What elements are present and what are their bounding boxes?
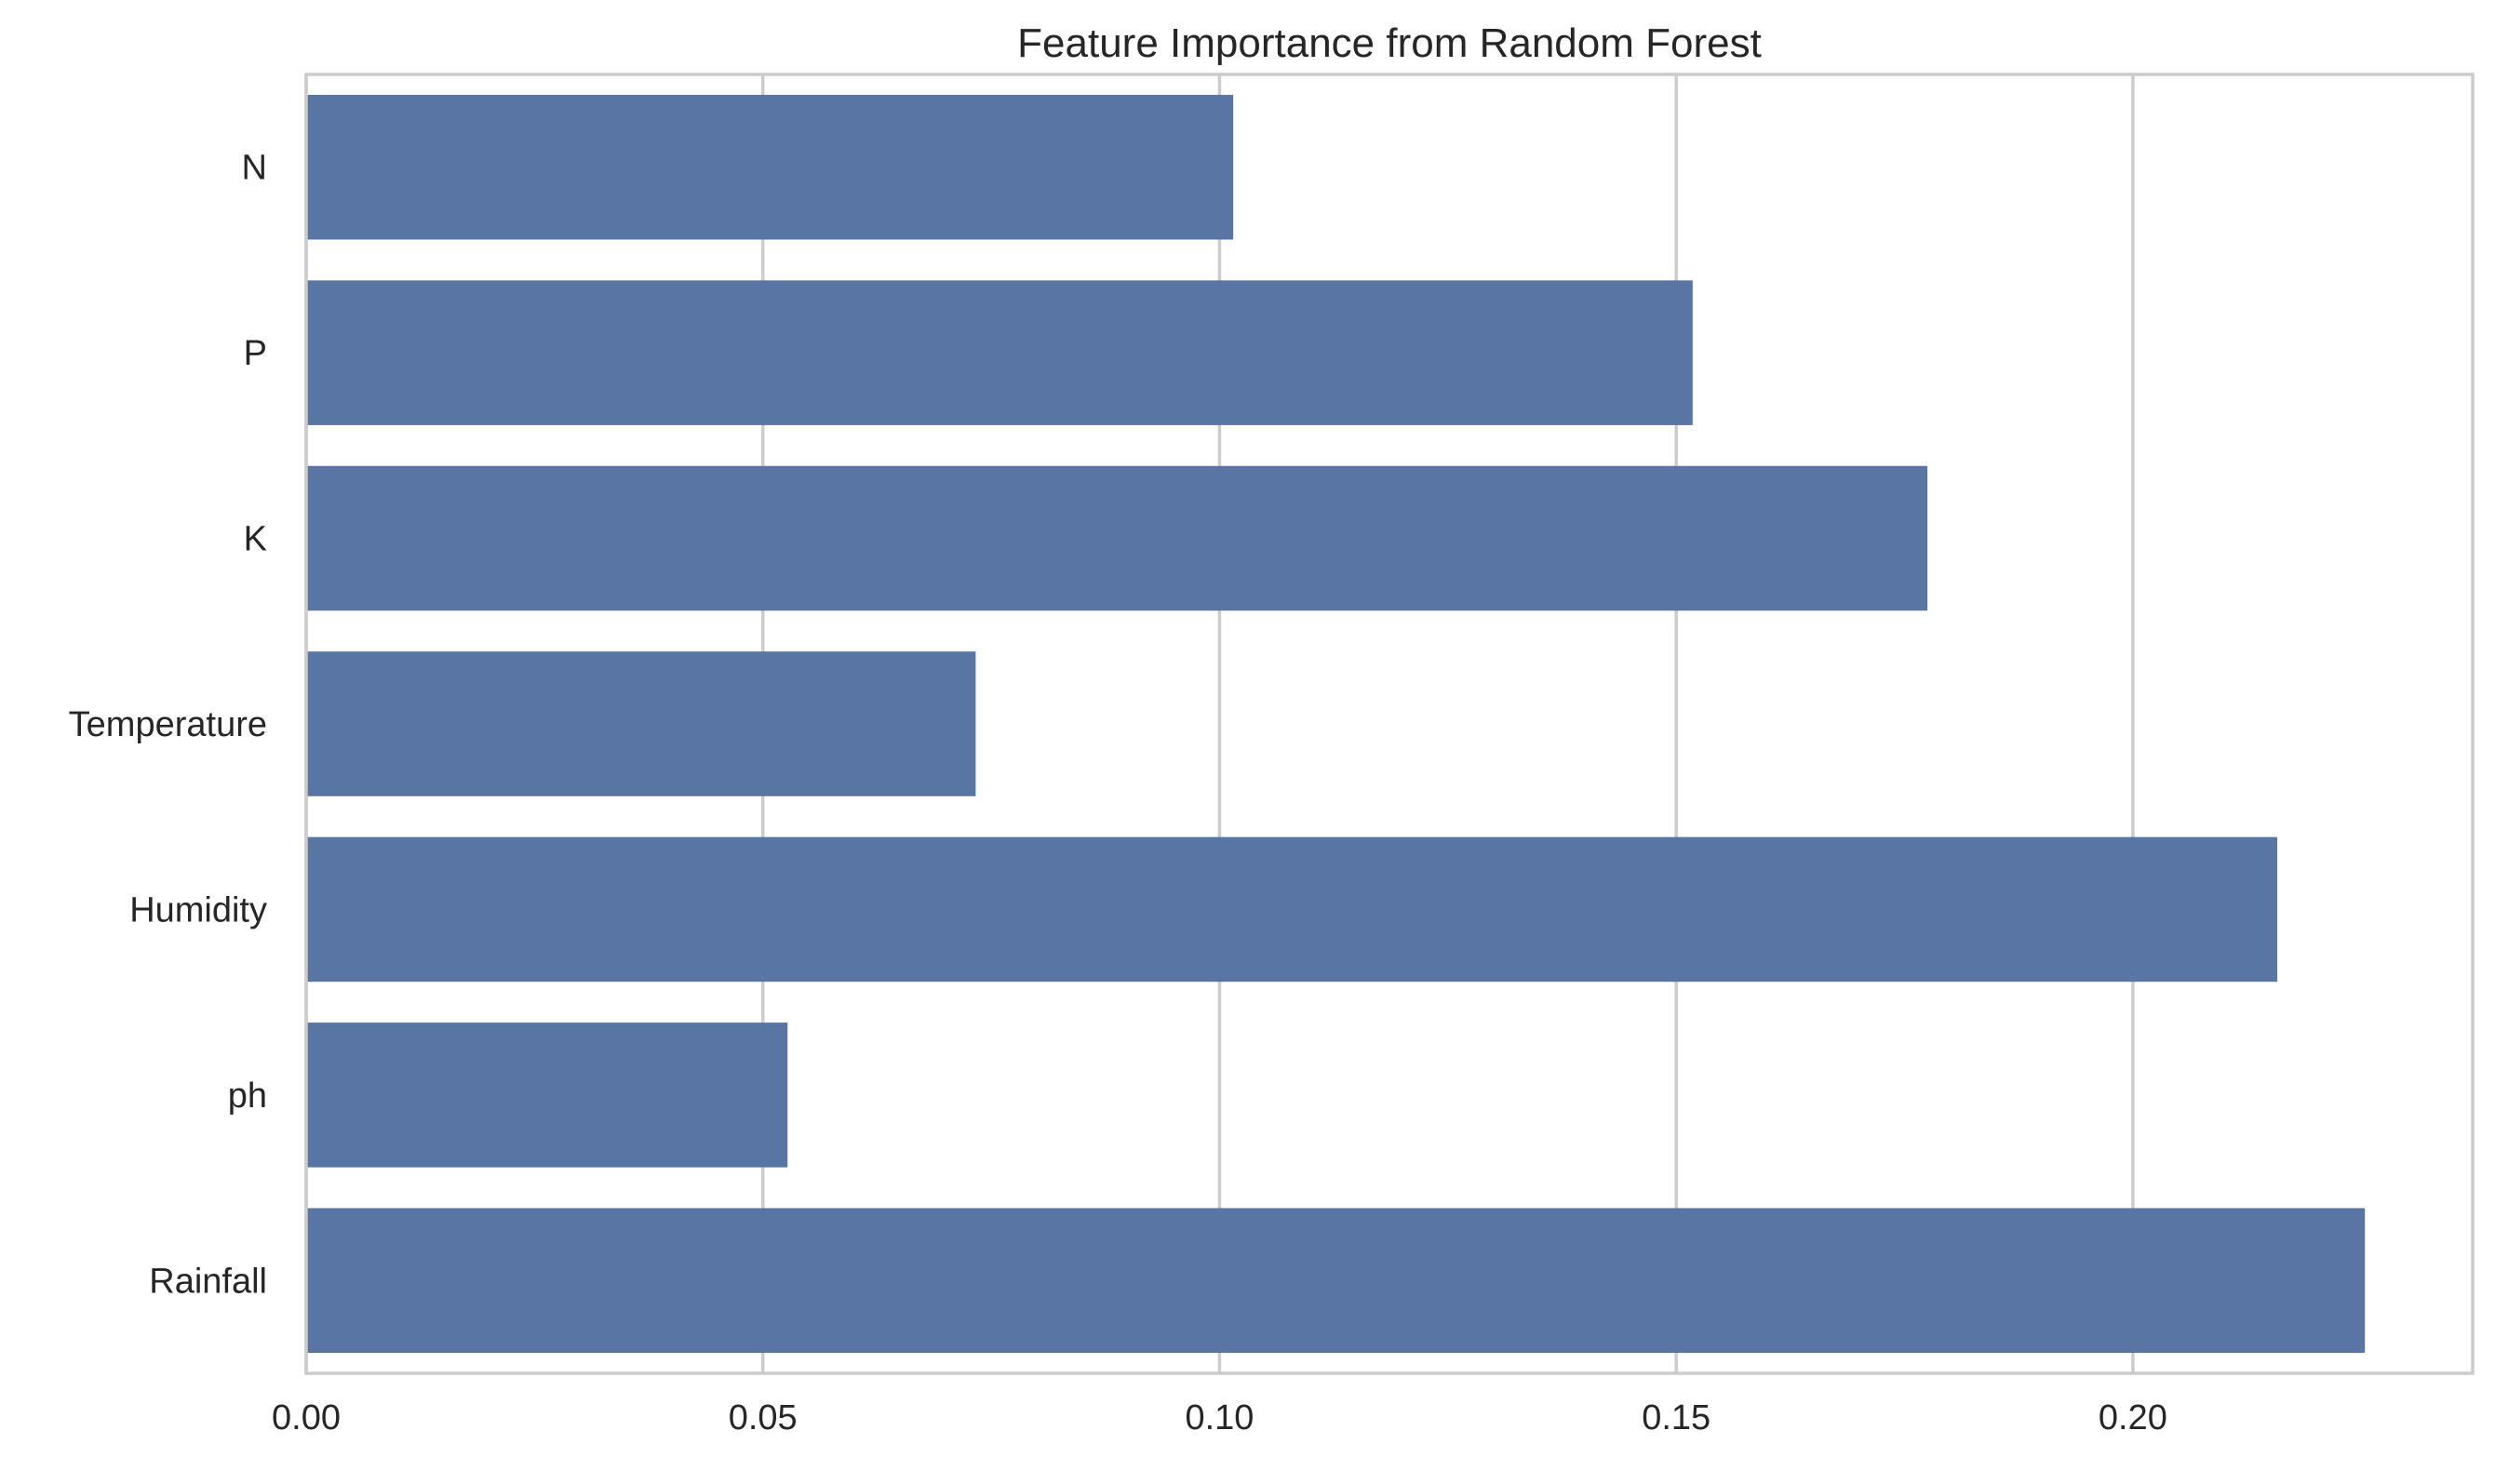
x-tick-labels: 0.00 0.05 0.10 0.15 0.20 <box>272 1398 2167 1437</box>
y-tick-labels: N P K Temperature Humidity ph Rainfall <box>69 149 267 1302</box>
x-tick-label: 0.15 <box>1642 1398 1710 1437</box>
x-tick-label: 0.10 <box>1185 1398 1254 1437</box>
bar <box>306 280 1693 425</box>
plot-frame <box>304 73 2475 1375</box>
y-tick-label: K <box>244 520 267 559</box>
y-tick-label: Humidity <box>129 890 267 929</box>
bar <box>306 651 976 796</box>
y-tick-label: N <box>242 149 267 188</box>
y-tick-label: P <box>244 334 267 373</box>
bar <box>306 465 1928 611</box>
x-tick-label: 0.00 <box>272 1398 341 1437</box>
chart-title: Feature Importance from Random Forest <box>1017 20 1762 66</box>
x-tick-label: 0.05 <box>729 1398 798 1437</box>
x-tick-label: 0.20 <box>2099 1398 2167 1437</box>
bar <box>306 836 2277 983</box>
y-tick-label: Temperature <box>69 705 267 744</box>
bars <box>306 94 2366 1354</box>
bar <box>306 1023 788 1168</box>
y-tick-label: Rainfall <box>149 1262 267 1301</box>
bar <box>306 1208 2366 1354</box>
y-tick-label: ph <box>228 1076 267 1116</box>
bar <box>306 94 1234 240</box>
